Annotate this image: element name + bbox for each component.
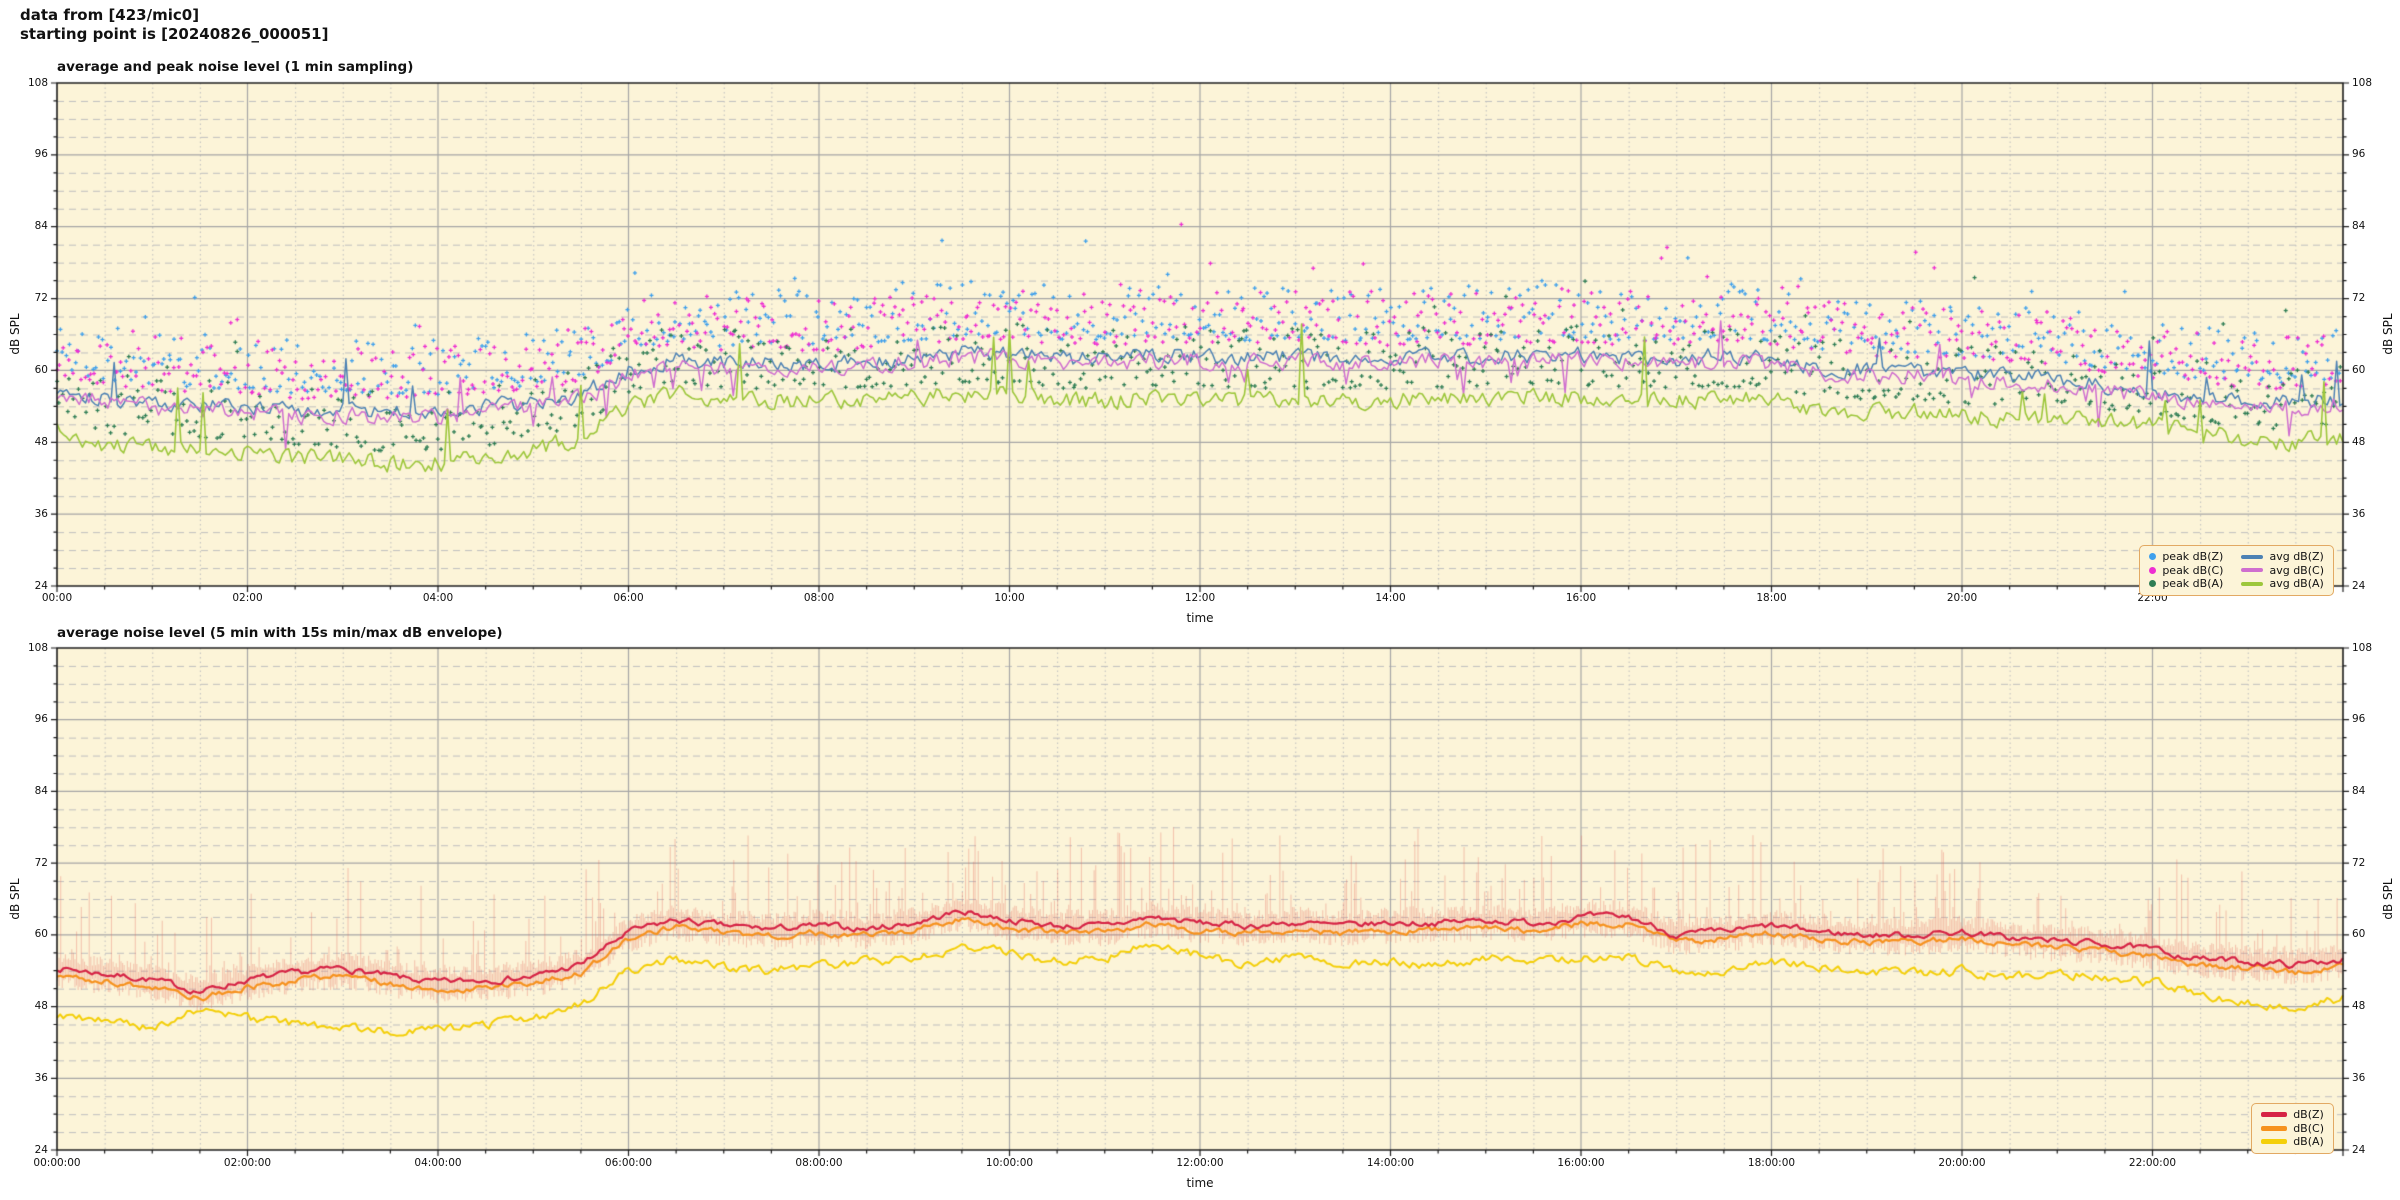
y-tick-label: 96	[34, 713, 48, 726]
legend-dot-marker-icon	[2149, 580, 2157, 588]
legend-label: peak dB(Z)	[2162, 550, 2224, 563]
x-tick-label: 02:00:00	[223, 1157, 272, 1169]
x-tick-label: 08:00:00	[795, 1157, 843, 1169]
y-tick-label: 60	[2352, 928, 2366, 941]
legend-label: dB(Z)	[2293, 1108, 2324, 1121]
y-tick-label: 36	[34, 507, 48, 520]
y-tick-label: 84	[34, 784, 48, 797]
legend-label: avg dB(C)	[2269, 563, 2324, 577]
y-tick-label: 60	[34, 928, 48, 941]
x-tick-label: 20:00:00	[1938, 1157, 1986, 1169]
y-tick-label: 84	[2352, 784, 2366, 797]
y-tick-label: 60	[34, 363, 48, 376]
y-tick-label: 24	[34, 1143, 48, 1156]
x-tick-label: 06:00	[613, 592, 644, 604]
y-tick-label: 24	[2352, 1143, 2366, 1156]
x-tick-label: 04:00:00	[414, 1157, 462, 1169]
chart1-legend: peak dB(Z) peak dB(C) peak dB(A) avg dB(Z) a…	[2139, 545, 2334, 596]
y-tick-label: 108	[2352, 641, 2373, 654]
y-tick-label: 72	[34, 292, 48, 305]
x-tick-label: 10:00	[994, 592, 1025, 604]
y-tick-label: 84	[2352, 220, 2366, 233]
header-line2: starting point is [20240826_000051]	[20, 25, 329, 43]
chart2-legend: dB(Z) dB(C) dB(A)	[2251, 1103, 2334, 1154]
legend-dot-marker-icon	[2149, 553, 2157, 561]
legend-label: dB(A)	[2293, 1135, 2324, 1148]
y-tick-label: 48	[2352, 1000, 2366, 1013]
legend-line-marker-icon	[2241, 581, 2264, 586]
legend-entry: avg dB(C)	[2241, 564, 2324, 578]
chart1-ylabel-right: dB SPL	[2381, 313, 2395, 355]
x-tick-label: 22:00:00	[2128, 1157, 2177, 1169]
legend-entry: peak dB(Z)	[2149, 550, 2223, 564]
header: data from [423/mic0] starting point is […	[20, 6, 328, 44]
x-tick-label: 16:00:00	[1557, 1157, 1605, 1169]
y-tick-label: 108	[2352, 76, 2373, 89]
legend-label: peak dB(A)	[2162, 577, 2224, 590]
y-tick-label: 48	[34, 435, 48, 448]
legend-entry: avg dB(A)	[2241, 577, 2324, 591]
y-tick-label: 84	[34, 220, 48, 233]
x-tick-label: 12:00:00	[1176, 1157, 1224, 1169]
x-tick-label: 14:00	[1375, 592, 1406, 604]
legend-entry: peak dB(C)	[2149, 564, 2223, 578]
y-tick-label: 60	[2352, 363, 2366, 376]
y-tick-label: 24	[34, 579, 48, 592]
x-tick-label: 06:00:00	[604, 1157, 653, 1169]
y-tick-label: 36	[34, 1071, 48, 1084]
y-tick-label: 72	[2352, 292, 2366, 305]
x-tick-label: 16:00	[1565, 592, 1597, 604]
x-tick-label: 18:00	[1756, 592, 1787, 604]
chart1-ylabel-left: dB SPL	[8, 313, 22, 355]
y-tick-label: 72	[2352, 856, 2366, 869]
legend-label: avg dB(A)	[2269, 577, 2324, 590]
chart2-ylabel-left: dB SPL	[8, 878, 22, 920]
legend-line-marker-icon	[2261, 1125, 2288, 1131]
legend-line-marker-icon	[2241, 568, 2264, 573]
x-tick-label: 04:00	[422, 592, 454, 604]
legend-entry: dB(A)	[2261, 1135, 2324, 1149]
legend-line-marker-icon	[2241, 554, 2264, 559]
y-tick-label: 108	[27, 76, 48, 89]
y-tick-label: 24	[2352, 579, 2366, 592]
legend-entry: peak dB(A)	[2149, 577, 2223, 591]
x-tick-label: 18:00:00	[1747, 1157, 1796, 1169]
chart2-ylabel-right: dB SPL	[2381, 878, 2395, 920]
y-tick-label: 72	[34, 856, 48, 869]
x-tick-label: 20:00	[1946, 592, 1978, 604]
x-tick-label: 02:00	[232, 592, 263, 604]
legend-label: peak dB(C)	[2162, 563, 2224, 577]
x-tick-label: 12:00	[1184, 592, 1216, 604]
y-tick-label: 96	[2352, 148, 2366, 161]
header-line1: data from [423/mic0]	[20, 6, 200, 24]
legend-line-marker-icon	[2261, 1139, 2288, 1145]
chart2-xlabel: time	[1186, 1176, 1214, 1190]
y-tick-label: 36	[2352, 507, 2366, 520]
legend-entry: dB(Z)	[2261, 1108, 2324, 1122]
legend-label: dB(C)	[2293, 1121, 2324, 1135]
chart1-xlabel: time	[1186, 611, 1214, 625]
x-tick-label: 00:00:00	[33, 1157, 81, 1169]
legend-dot-marker-icon	[2149, 566, 2157, 574]
x-tick-label: 14:00:00	[1366, 1157, 1415, 1169]
y-tick-label: 48	[34, 1000, 48, 1013]
x-tick-label: 08:00	[803, 592, 835, 604]
legend-label: avg dB(Z)	[2269, 550, 2324, 563]
y-tick-label: 96	[34, 148, 48, 161]
chart1-title: average and peak noise level (1 min samp…	[57, 59, 414, 75]
x-tick-label: 10:00:00	[985, 1157, 1034, 1169]
legend-line-marker-icon	[2261, 1112, 2288, 1118]
y-tick-label: 108	[27, 641, 48, 654]
y-tick-label: 48	[2352, 435, 2366, 448]
x-tick-label: 00:00	[41, 592, 73, 604]
y-tick-label: 36	[2352, 1071, 2366, 1084]
y-tick-label: 96	[2352, 713, 2366, 726]
legend-entry: avg dB(Z)	[2241, 550, 2324, 564]
chart2-title: average noise level (5 min with 15s min/…	[57, 625, 503, 641]
legend-entry: dB(C)	[2261, 1122, 2324, 1136]
